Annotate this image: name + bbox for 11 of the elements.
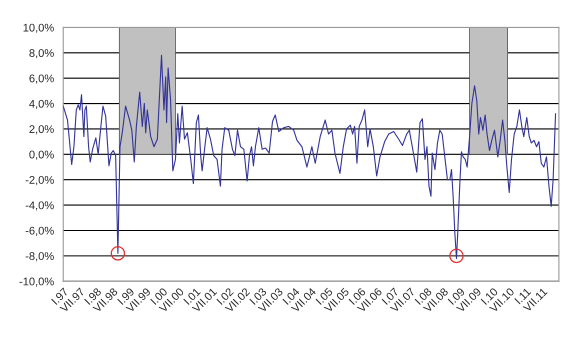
- y-tick-label: -6,0%: [26, 226, 54, 236]
- y-tick-label: -4,0%: [26, 201, 54, 211]
- y-tick-label: 10,0%: [24, 24, 54, 33]
- y-tick-label: 4,0%: [29, 100, 54, 110]
- y-tick-label: 0,0%: [29, 150, 54, 160]
- y-tick-label: -10,0%: [20, 278, 54, 287]
- y-tick-label: 6,0%: [29, 74, 54, 84]
- y-tick-label: -8,0%: [26, 252, 54, 262]
- y-tick-label: 2,0%: [29, 125, 54, 134]
- y-tick-label: -2,0%: [26, 176, 54, 186]
- y-tick-label: 8,0%: [29, 49, 54, 58]
